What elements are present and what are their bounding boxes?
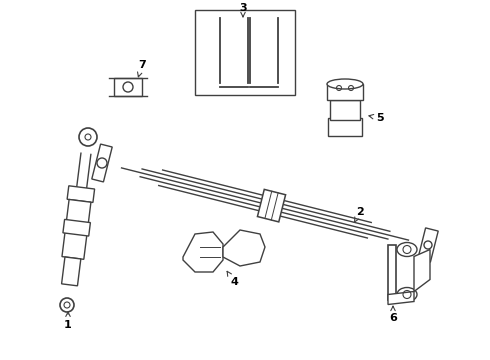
Ellipse shape	[397, 243, 417, 257]
Circle shape	[60, 298, 74, 312]
Text: 4: 4	[227, 271, 238, 287]
Text: 1: 1	[64, 312, 72, 330]
Circle shape	[79, 128, 97, 146]
Text: 2: 2	[354, 207, 364, 222]
Polygon shape	[67, 186, 95, 202]
Ellipse shape	[397, 288, 417, 302]
Polygon shape	[388, 292, 414, 305]
Bar	[328, 118, 362, 136]
Bar	[388, 244, 396, 300]
Text: 5: 5	[369, 113, 384, 123]
Polygon shape	[183, 232, 223, 272]
Polygon shape	[223, 230, 265, 266]
Bar	[195, 10, 295, 95]
Polygon shape	[63, 219, 90, 236]
Bar	[327, 84, 363, 100]
Bar	[114, 78, 142, 96]
Polygon shape	[418, 228, 438, 262]
Ellipse shape	[327, 79, 363, 89]
Text: 7: 7	[138, 60, 146, 77]
Polygon shape	[62, 199, 91, 259]
Bar	[330, 100, 360, 120]
Polygon shape	[257, 189, 286, 222]
Text: 3: 3	[239, 3, 247, 17]
Polygon shape	[92, 144, 112, 182]
Polygon shape	[62, 257, 81, 286]
Text: 6: 6	[389, 306, 397, 323]
Polygon shape	[414, 249, 430, 292]
